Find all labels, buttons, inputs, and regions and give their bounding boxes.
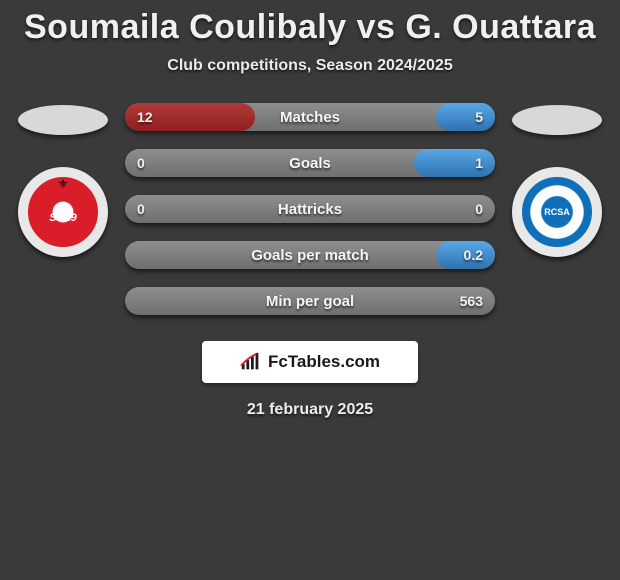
stat-label: Matches xyxy=(280,109,340,126)
player-left-silhouette xyxy=(18,105,108,135)
subtitle: Club competitions, Season 2024/2025 xyxy=(10,57,610,75)
club-badge-right: RCSA xyxy=(512,167,602,257)
stat-bar: Min per goal 563 xyxy=(125,287,495,315)
stat-value-left: 0 xyxy=(137,195,145,223)
page-title: Soumaila Coulibaly vs G. Ouattara xyxy=(10,8,610,47)
player-right-column: RCSA xyxy=(507,103,607,257)
comparison-card: Soumaila Coulibaly vs G. Ouattara Club c… xyxy=(0,0,620,419)
crest-right-text: RCSA xyxy=(544,207,570,217)
source-logo[interactable]: FcTables.com xyxy=(202,341,418,383)
crest-left-text: SB29 xyxy=(49,212,77,224)
player-left-column: SB29 ⚜ xyxy=(13,103,113,257)
stat-label: Goals xyxy=(289,155,331,172)
comparison-grid: SB29 ⚜ 12 Matches 5 0 Goals 1 0 Hattricks 0 Goals… xyxy=(10,103,610,315)
stat-bar: 0 Goals 1 xyxy=(125,149,495,177)
stat-bars: 12 Matches 5 0 Goals 1 0 Hattricks 0 Goals per ma… xyxy=(125,103,495,315)
source-logo-text: FcTables.com xyxy=(268,352,380,372)
stat-label: Min per goal xyxy=(266,293,354,310)
player-right-silhouette xyxy=(512,105,602,135)
snapshot-date: 21 february 2025 xyxy=(10,401,610,419)
stat-value-right: 1 xyxy=(475,149,483,177)
ermine-icon: ⚜ xyxy=(54,175,72,193)
stat-label: Goals per match xyxy=(251,247,369,264)
stat-value-left: 0 xyxy=(137,149,145,177)
bar-fill-right xyxy=(436,103,495,131)
stat-label: Hattricks xyxy=(278,201,342,218)
stat-value-right: 5 xyxy=(475,103,483,131)
club-badge-left: SB29 ⚜ xyxy=(18,167,108,257)
stat-value-right: 0.2 xyxy=(464,241,483,269)
stat-value-left: 12 xyxy=(137,103,153,131)
stat-bar: Goals per match 0.2 xyxy=(125,241,495,269)
stat-bar: 12 Matches 5 xyxy=(125,103,495,131)
stat-value-right: 0 xyxy=(475,195,483,223)
stat-value-right: 563 xyxy=(460,287,483,315)
bar-chart-icon xyxy=(240,352,262,372)
crest-right-icon: RCSA xyxy=(522,177,592,247)
stat-bar: 0 Hattricks 0 xyxy=(125,195,495,223)
